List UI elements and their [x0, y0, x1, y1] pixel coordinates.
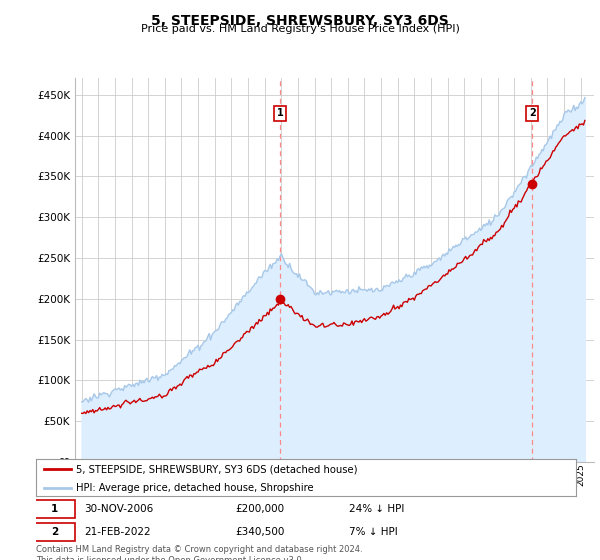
Text: 1: 1: [277, 108, 283, 118]
Text: Price paid vs. HM Land Registry's House Price Index (HPI): Price paid vs. HM Land Registry's House …: [140, 24, 460, 34]
Text: 30-NOV-2006: 30-NOV-2006: [85, 504, 154, 514]
FancyBboxPatch shape: [35, 522, 76, 541]
Text: HPI: Average price, detached house, Shropshire: HPI: Average price, detached house, Shro…: [77, 483, 314, 493]
Text: 5, STEEPSIDE, SHREWSBURY, SY3 6DS: 5, STEEPSIDE, SHREWSBURY, SY3 6DS: [151, 14, 449, 28]
Text: 2: 2: [51, 527, 59, 536]
FancyBboxPatch shape: [35, 500, 76, 518]
Text: £340,500: £340,500: [236, 527, 285, 536]
Text: 24% ↓ HPI: 24% ↓ HPI: [349, 504, 404, 514]
Text: Contains HM Land Registry data © Crown copyright and database right 2024.
This d: Contains HM Land Registry data © Crown c…: [36, 545, 362, 560]
Text: 5, STEEPSIDE, SHREWSBURY, SY3 6DS (detached house): 5, STEEPSIDE, SHREWSBURY, SY3 6DS (detac…: [77, 464, 358, 474]
Text: 7% ↓ HPI: 7% ↓ HPI: [349, 527, 398, 536]
Text: 21-FEB-2022: 21-FEB-2022: [85, 527, 151, 536]
Text: £200,000: £200,000: [236, 504, 285, 514]
Text: 1: 1: [51, 504, 59, 514]
Text: 2: 2: [529, 108, 536, 118]
